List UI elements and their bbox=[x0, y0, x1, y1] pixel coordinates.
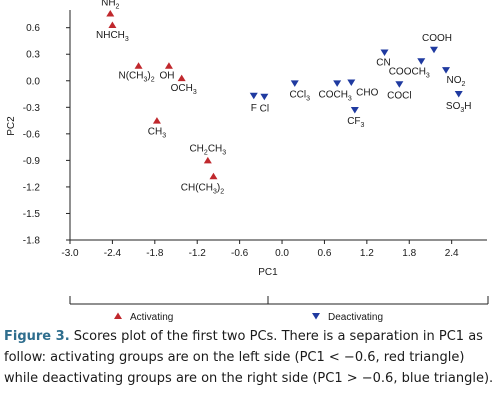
y-tick-label: 0.0 bbox=[26, 76, 40, 87]
legend-label: Activating bbox=[130, 312, 173, 323]
x-tick-label: 1.2 bbox=[360, 248, 374, 259]
point-marker bbox=[164, 62, 173, 69]
point-label: CN bbox=[376, 57, 390, 68]
y-tick-label: 0.6 bbox=[26, 23, 40, 34]
point-label: NO2 bbox=[447, 75, 466, 88]
y-tick-label: -0.6 bbox=[23, 129, 41, 140]
point-label: CCl3 bbox=[289, 89, 310, 102]
figure-caption: Figure 3. Scores plot of the first two P… bbox=[4, 326, 498, 389]
y-axis-title: PC2 bbox=[6, 116, 17, 136]
point-marker bbox=[249, 92, 258, 100]
point-label: COOCH3 bbox=[389, 66, 430, 79]
point-label: N(CH3)2 bbox=[118, 71, 154, 84]
x-tick-label: -3.0 bbox=[61, 248, 79, 259]
point-label: CH3 bbox=[148, 127, 166, 140]
axes: -3.0 -2.4 -1.8 -1.2 -0.6 0.0 0.6 1.2 1.8 2.4 0.6 0.… bbox=[23, 10, 487, 259]
y-tick-label: -1.2 bbox=[23, 182, 41, 193]
x-tick-label: 2.4 bbox=[445, 248, 459, 259]
point-label: NH2 bbox=[101, 0, 119, 11]
point-marker bbox=[260, 93, 269, 101]
x-tick-label: -1.2 bbox=[189, 248, 207, 259]
point-marker bbox=[152, 117, 161, 124]
caption-text: Scores plot of the first two PCs. There … bbox=[4, 329, 494, 386]
point-label: CH2CH3 bbox=[189, 143, 226, 156]
x-tick-label: 0.0 bbox=[275, 248, 289, 259]
point-marker bbox=[380, 49, 389, 56]
x-tick-label: -2.4 bbox=[104, 248, 122, 259]
point-label: CHO bbox=[356, 88, 378, 99]
x-axis-title: PC1 bbox=[258, 267, 278, 278]
point-marker bbox=[350, 106, 359, 114]
point-marker bbox=[134, 62, 143, 69]
point-label: OCH3 bbox=[171, 83, 197, 96]
y-tick-label: -1.5 bbox=[23, 209, 41, 220]
legend-marker bbox=[114, 312, 122, 319]
point-marker bbox=[429, 46, 438, 54]
point-marker bbox=[108, 21, 117, 29]
y-tick-label: -0.3 bbox=[23, 103, 41, 114]
x-tick-label: -1.8 bbox=[146, 248, 164, 259]
point-marker bbox=[106, 10, 115, 17]
legend: Activating Deactivating bbox=[69, 296, 489, 323]
x-tick-label: -0.6 bbox=[231, 248, 249, 259]
point-marker bbox=[454, 91, 463, 98]
point-marker bbox=[442, 67, 451, 74]
point-marker bbox=[209, 172, 218, 180]
point-label: COOH bbox=[422, 33, 452, 44]
legend-marker bbox=[312, 313, 320, 320]
x-tick-label: 1.8 bbox=[402, 248, 416, 259]
point-label: CF3 bbox=[347, 116, 364, 129]
point-marker bbox=[417, 58, 426, 65]
point-label: NHCH3 bbox=[96, 30, 129, 43]
point-label: COCl bbox=[387, 90, 411, 101]
point-marker bbox=[203, 156, 212, 164]
y-tick-label: 0.3 bbox=[26, 50, 40, 61]
point-marker bbox=[177, 74, 186, 82]
x-tick-label: 0.6 bbox=[317, 248, 331, 259]
y-tick-label: -1.8 bbox=[23, 236, 41, 247]
point-label: CH(CH3)2 bbox=[181, 182, 224, 195]
point-marker bbox=[333, 80, 342, 87]
point-label: OH bbox=[159, 71, 174, 82]
scores-plot: -3.0 -2.4 -1.8 -1.2 -0.6 0.0 0.6 1.2 1.8 2.4 0.6 0.… bbox=[6, 0, 489, 323]
point-label: Cl bbox=[260, 104, 269, 115]
y-tick-label: -0.9 bbox=[23, 156, 41, 167]
point-marker bbox=[290, 80, 299, 87]
point-label: SO3H bbox=[446, 101, 472, 114]
point-label: COCH3 bbox=[318, 89, 351, 102]
point-label: F bbox=[251, 103, 257, 114]
legend-label: Deactivating bbox=[328, 312, 383, 323]
point-marker bbox=[347, 79, 356, 87]
figure-label: Figure 3. bbox=[4, 329, 70, 344]
point-marker bbox=[395, 81, 404, 88]
